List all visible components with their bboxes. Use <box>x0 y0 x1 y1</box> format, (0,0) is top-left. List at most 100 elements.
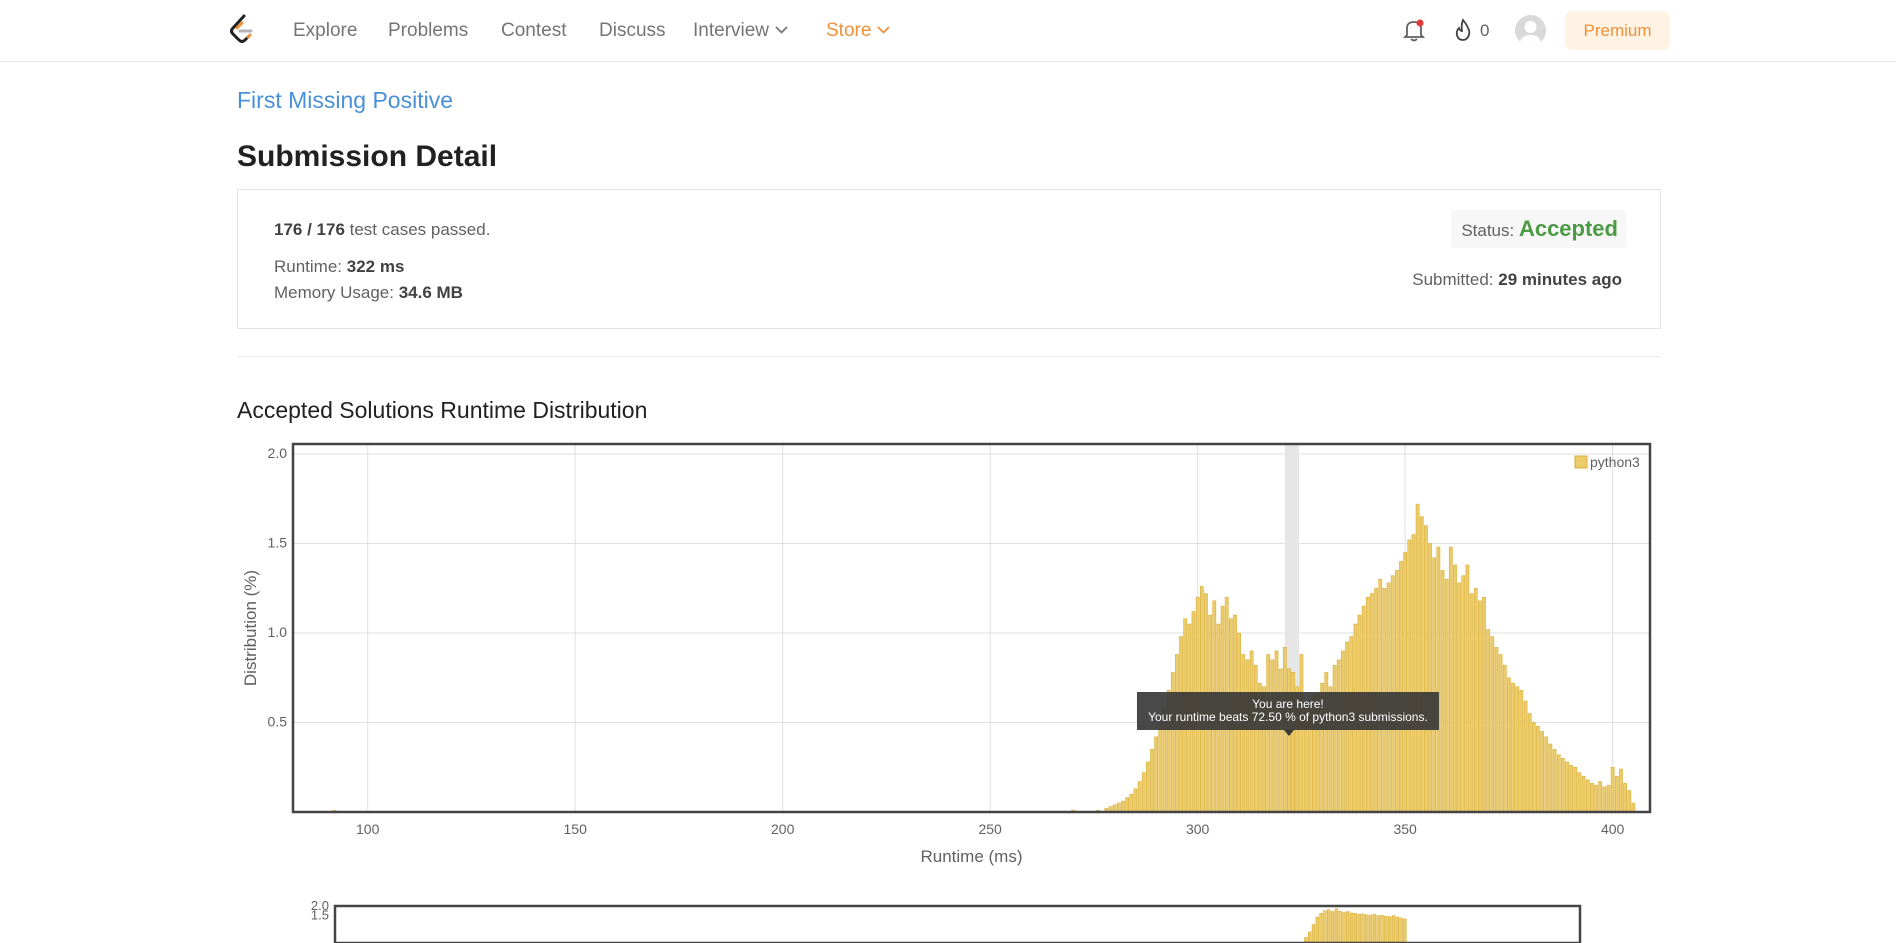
bar <box>1627 790 1632 813</box>
bar <box>1519 689 1524 813</box>
legend-swatch <box>1574 455 1588 469</box>
bar <box>1403 552 1408 813</box>
bar <box>1585 779 1590 813</box>
problem-title-link[interactable]: First Missing Positive <box>237 87 453 113</box>
bar <box>1249 650 1254 813</box>
bar <box>1349 912 1354 943</box>
divider <box>237 356 1661 357</box>
tooltip-title: You are here! <box>1252 697 1324 711</box>
bar <box>1158 722 1163 813</box>
bar <box>1319 913 1323 943</box>
x-tick-label: 350 <box>1393 821 1417 837</box>
bar <box>1469 593 1474 813</box>
bar <box>1560 757 1565 813</box>
user-icon <box>1519 21 1542 46</box>
bar <box>1266 654 1271 813</box>
nav-explore[interactable]: Explore <box>293 20 358 41</box>
bar <box>1274 650 1279 813</box>
tooltip-box <box>1136 692 1439 730</box>
bar <box>1531 722 1536 813</box>
bar <box>1357 914 1361 943</box>
bar <box>1411 534 1416 813</box>
bar <box>1606 784 1611 813</box>
bar <box>1536 725 1540 813</box>
y-tick-label: 1.0 <box>268 624 288 640</box>
bar <box>1141 772 1146 813</box>
nav-discuss[interactable]: Discuss <box>599 20 666 41</box>
bar <box>1594 784 1598 813</box>
bar <box>1125 797 1129 813</box>
bar <box>1395 916 1399 943</box>
bar <box>1327 909 1331 943</box>
bar <box>1323 910 1327 943</box>
bar <box>1602 786 1607 813</box>
bar <box>1403 918 1407 943</box>
bar <box>1384 915 1388 943</box>
memory-label: Memory Usage: <box>274 283 399 302</box>
bar <box>1424 525 1428 813</box>
submitted-value: 29 minutes ago <box>1498 270 1622 289</box>
bar <box>1391 915 1396 943</box>
premium-button[interactable]: Premium <box>1565 11 1670 50</box>
bar <box>1482 596 1486 813</box>
bar <box>1619 768 1623 813</box>
bar <box>1490 636 1495 813</box>
bell-icon[interactable] <box>1403 18 1425 42</box>
bar <box>1133 788 1138 813</box>
bar <box>1399 561 1403 813</box>
status-label: Status: <box>1461 221 1519 240</box>
status-badge[interactable]: Accepted <box>1518 216 1618 241</box>
test-cases-count: 176 / 176 <box>274 220 345 239</box>
bar <box>1590 783 1594 813</box>
bar <box>1245 659 1250 813</box>
nav-store[interactable]: Store <box>826 20 891 42</box>
submitted-label: Submitted: <box>1412 270 1499 289</box>
x-tick-label: 250 <box>978 821 1002 837</box>
nav-contest[interactable]: Contest <box>501 20 567 41</box>
bar <box>1361 913 1365 943</box>
bar <box>1473 587 1478 813</box>
runtime-label: Runtime: <box>274 257 347 276</box>
bar <box>1569 765 1574 813</box>
nav-problems[interactable]: Problems <box>388 20 469 41</box>
bar <box>1407 539 1412 813</box>
bar <box>1565 761 1569 813</box>
fire-icon[interactable] <box>1453 18 1473 42</box>
bar <box>1448 546 1453 813</box>
bar <box>1515 686 1520 813</box>
y-tick-label: 1.5 <box>268 535 288 551</box>
y-tick-label: 2.0 <box>311 898 329 913</box>
chart-frame <box>291 442 1652 814</box>
y-tick-label: 0.5 <box>268 714 288 730</box>
bar <box>1577 772 1582 813</box>
bar <box>1334 908 1339 943</box>
nav-interview-label: Interview <box>693 20 770 41</box>
bar <box>1494 647 1499 813</box>
avatar[interactable] <box>1515 15 1546 46</box>
y-tick-label: 1.5 <box>311 907 329 922</box>
bar <box>1623 783 1627 813</box>
bar <box>1353 913 1358 943</box>
nav-interview[interactable]: Interview <box>693 20 788 42</box>
bar <box>1346 911 1350 943</box>
leetcode-logo-icon[interactable] <box>228 14 256 46</box>
bar <box>1614 775 1619 813</box>
bar <box>1419 516 1424 813</box>
bar <box>1137 781 1142 813</box>
bar <box>1380 914 1384 943</box>
streak-count: 0 <box>1480 21 1490 40</box>
bar <box>1465 564 1470 813</box>
bar <box>1145 761 1150 813</box>
bar <box>1440 570 1445 813</box>
test-cases-passed: 176 / 176 test cases passed. <box>274 220 490 240</box>
chart-0: 0.5 1.0 1.5 2.0 100 150 200 250 300 350 400 Runtime… <box>241 442 1652 866</box>
page-title: Submission Detail <box>237 140 498 173</box>
submission-detail-box: 176 / 176 test cases passed. Runtime: 32… <box>237 189 1661 329</box>
distribution-title: Accepted Solutions Runtime Distribution <box>237 397 648 423</box>
bar <box>1315 916 1319 943</box>
bar <box>1436 546 1441 813</box>
bar <box>1394 570 1399 813</box>
bar <box>1527 713 1532 813</box>
bar <box>1311 924 1316 943</box>
bar <box>1556 754 1561 813</box>
